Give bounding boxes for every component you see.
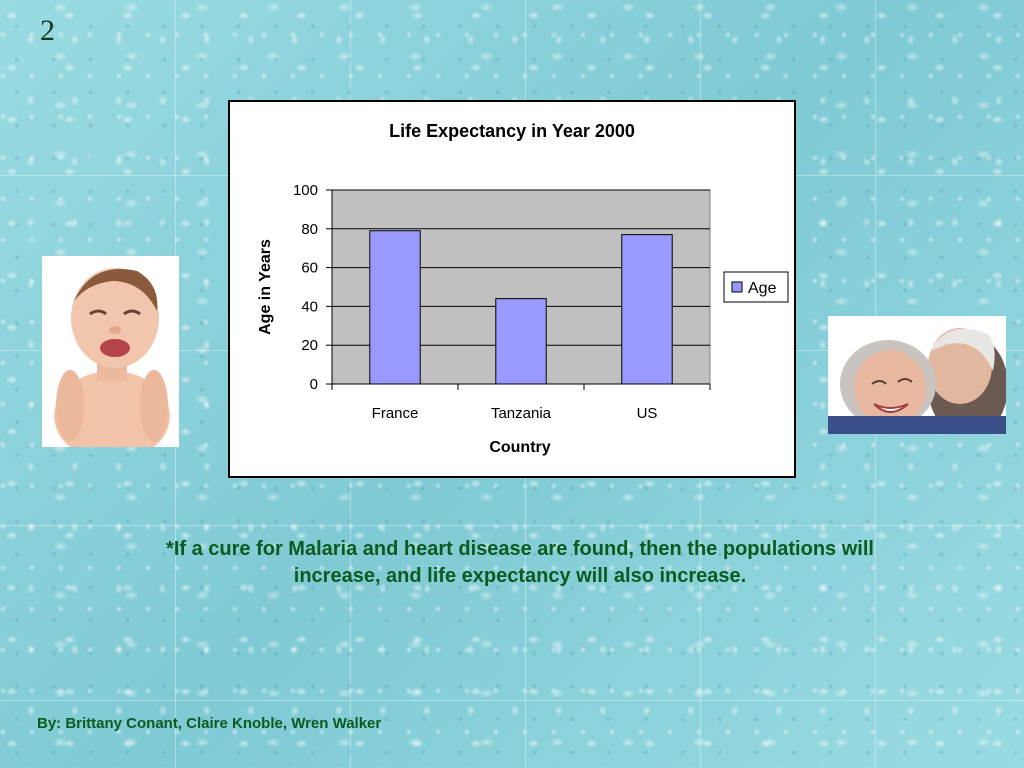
crying-baby-illustration — [42, 256, 179, 447]
y-axis-title: Age in Years — [257, 239, 274, 335]
x-axis-title: Country — [489, 439, 550, 456]
y-tick-label: 0 — [310, 376, 318, 393]
x-tick-label: US — [637, 405, 658, 422]
legend-swatch — [731, 281, 743, 293]
legend-label: Age — [748, 280, 777, 297]
elderly-couple-photo — [828, 316, 1006, 434]
bar-chart: Life Expectancy in Year 2000 Age in Year… — [257, 121, 789, 456]
hypothesis-text: *If a cure for Malaria and heart disease… — [166, 538, 874, 587]
y-tick-label: 40 — [301, 298, 318, 315]
credits-text: By: Brittany Conant, Claire Knoble, Wren… — [37, 715, 382, 732]
background-tile-line — [0, 525, 1024, 526]
bar — [369, 230, 421, 385]
y-tick-label: 60 — [301, 260, 318, 277]
crying-baby-photo — [42, 256, 179, 447]
chart-title: Life Expectancy in Year 2000 — [389, 121, 635, 141]
background-tile-line — [0, 700, 1024, 701]
chart-frame: Life Expectancy in Year 2000 Age in Year… — [228, 100, 796, 478]
y-tick-label: 100 — [293, 182, 318, 199]
bar — [621, 234, 673, 385]
y-tick-label: 20 — [301, 337, 318, 354]
x-tick-label: Tanzania — [491, 405, 552, 422]
y-tick-label: 80 — [301, 221, 318, 238]
bar — [495, 298, 547, 385]
slide-number: 2 — [40, 14, 55, 47]
x-tick-label: France — [372, 405, 419, 422]
elderly-couple-illustration — [828, 316, 1006, 434]
